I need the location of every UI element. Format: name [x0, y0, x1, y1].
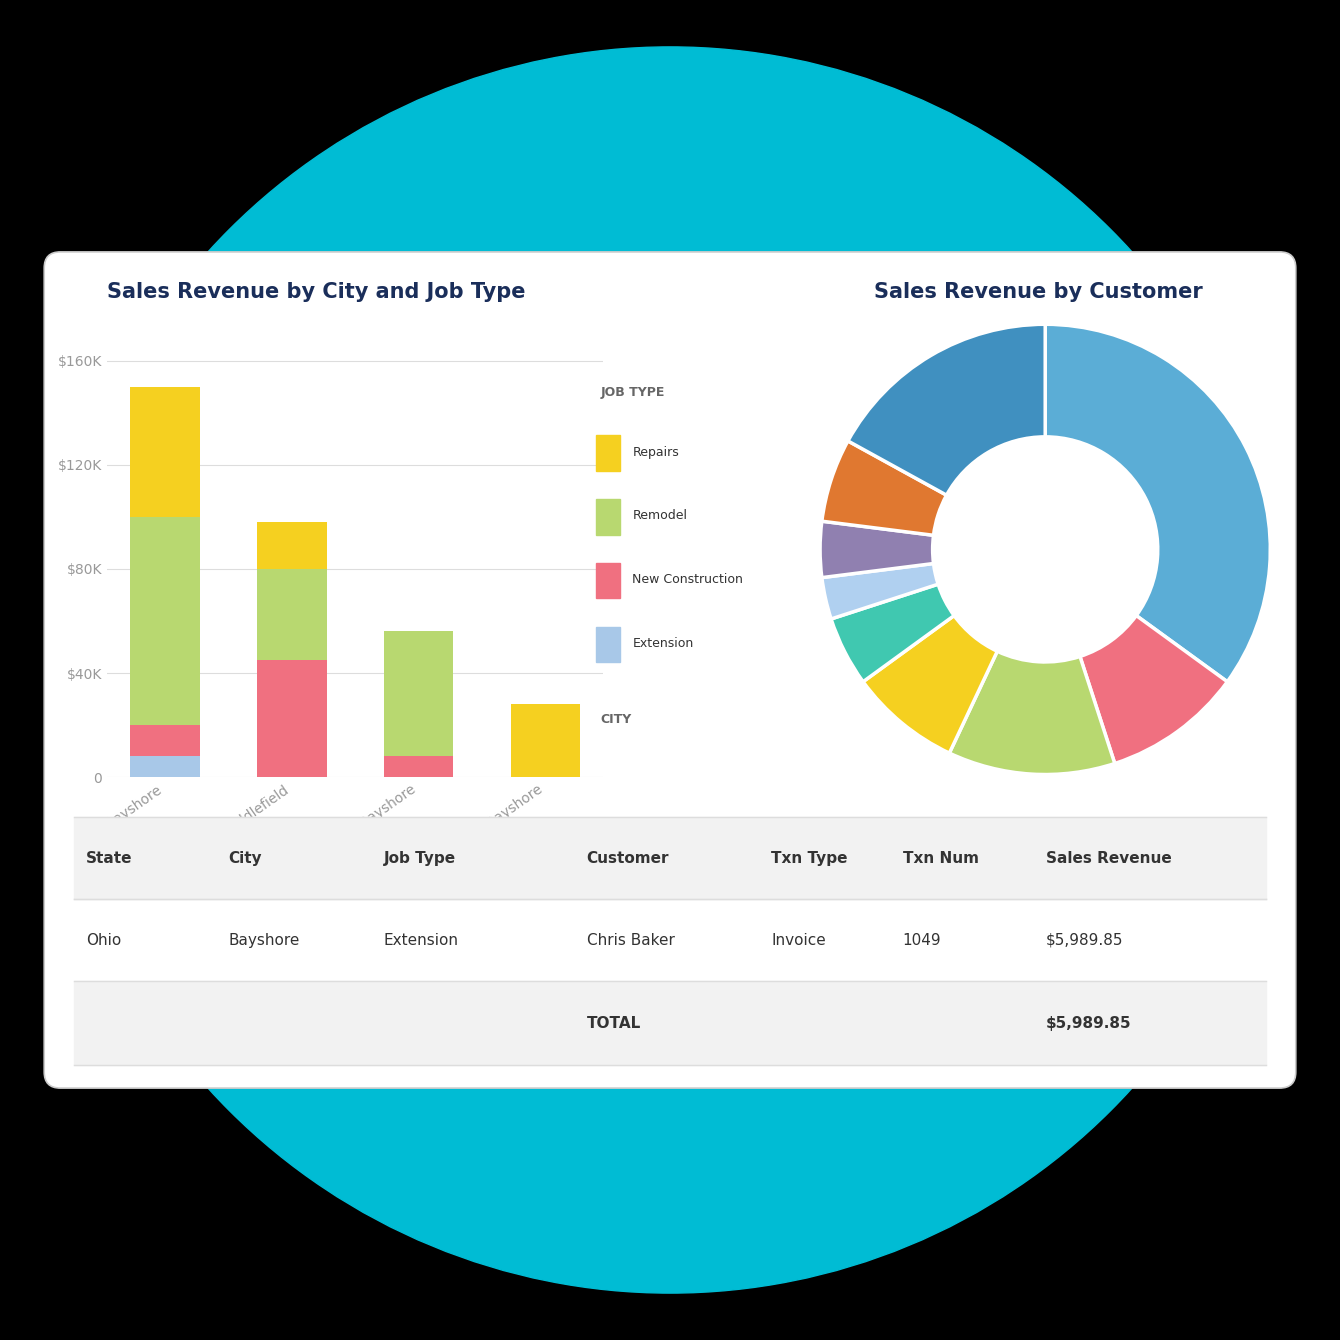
Wedge shape — [831, 584, 954, 682]
Bar — [383, 756, 453, 777]
Wedge shape — [1080, 615, 1227, 764]
Text: Extension: Extension — [383, 933, 458, 947]
Bar — [130, 725, 200, 756]
Text: Sales Revenue by City and Job Type: Sales Revenue by City and Job Type — [107, 281, 525, 302]
Text: $5,989.85: $5,989.85 — [1045, 933, 1123, 947]
Text: Repairs: Repairs — [632, 446, 679, 458]
Bar — [74, 899, 1266, 981]
Text: Sales Revenue by Customer: Sales Revenue by Customer — [874, 281, 1203, 302]
Text: Txn Type: Txn Type — [772, 851, 848, 866]
Wedge shape — [949, 651, 1115, 775]
Text: Customer: Customer — [587, 851, 669, 866]
Bar — [257, 661, 327, 777]
Text: TOTAL: TOTAL — [587, 1016, 641, 1030]
Text: Job Type: Job Type — [383, 851, 456, 866]
Bar — [257, 570, 327, 661]
Bar — [74, 817, 1266, 899]
Text: $5,989.85: $5,989.85 — [1045, 1016, 1131, 1030]
Wedge shape — [821, 564, 938, 619]
Bar — [383, 631, 453, 756]
Text: Bayshore: Bayshore — [229, 933, 300, 947]
Bar — [511, 705, 580, 777]
Bar — [596, 563, 619, 599]
FancyBboxPatch shape — [44, 252, 1296, 1088]
Bar — [596, 436, 619, 470]
Text: State: State — [86, 851, 133, 866]
Text: 1049: 1049 — [903, 933, 941, 947]
Wedge shape — [820, 521, 934, 578]
Bar — [130, 756, 200, 777]
Text: Sales Revenue: Sales Revenue — [1045, 851, 1171, 866]
Text: Remodel: Remodel — [632, 509, 687, 523]
Text: Chris Baker: Chris Baker — [587, 933, 674, 947]
Bar — [596, 498, 619, 535]
Wedge shape — [848, 324, 1045, 496]
Text: Ohio: Ohio — [86, 933, 121, 947]
Bar — [130, 517, 200, 725]
Text: Extension: Extension — [632, 636, 694, 650]
Bar — [74, 981, 1266, 1065]
Wedge shape — [863, 615, 997, 753]
Text: JOB TYPE: JOB TYPE — [600, 386, 665, 399]
Text: Invoice: Invoice — [772, 933, 827, 947]
Text: Txn Num: Txn Num — [903, 851, 978, 866]
Bar — [130, 387, 200, 517]
Wedge shape — [821, 441, 946, 535]
Wedge shape — [1045, 324, 1270, 682]
Bar — [257, 523, 327, 570]
Text: City: City — [229, 851, 263, 866]
Text: New Construction: New Construction — [632, 574, 744, 586]
Text: CITY: CITY — [600, 713, 631, 726]
Bar — [596, 627, 619, 662]
Circle shape — [47, 47, 1293, 1293]
